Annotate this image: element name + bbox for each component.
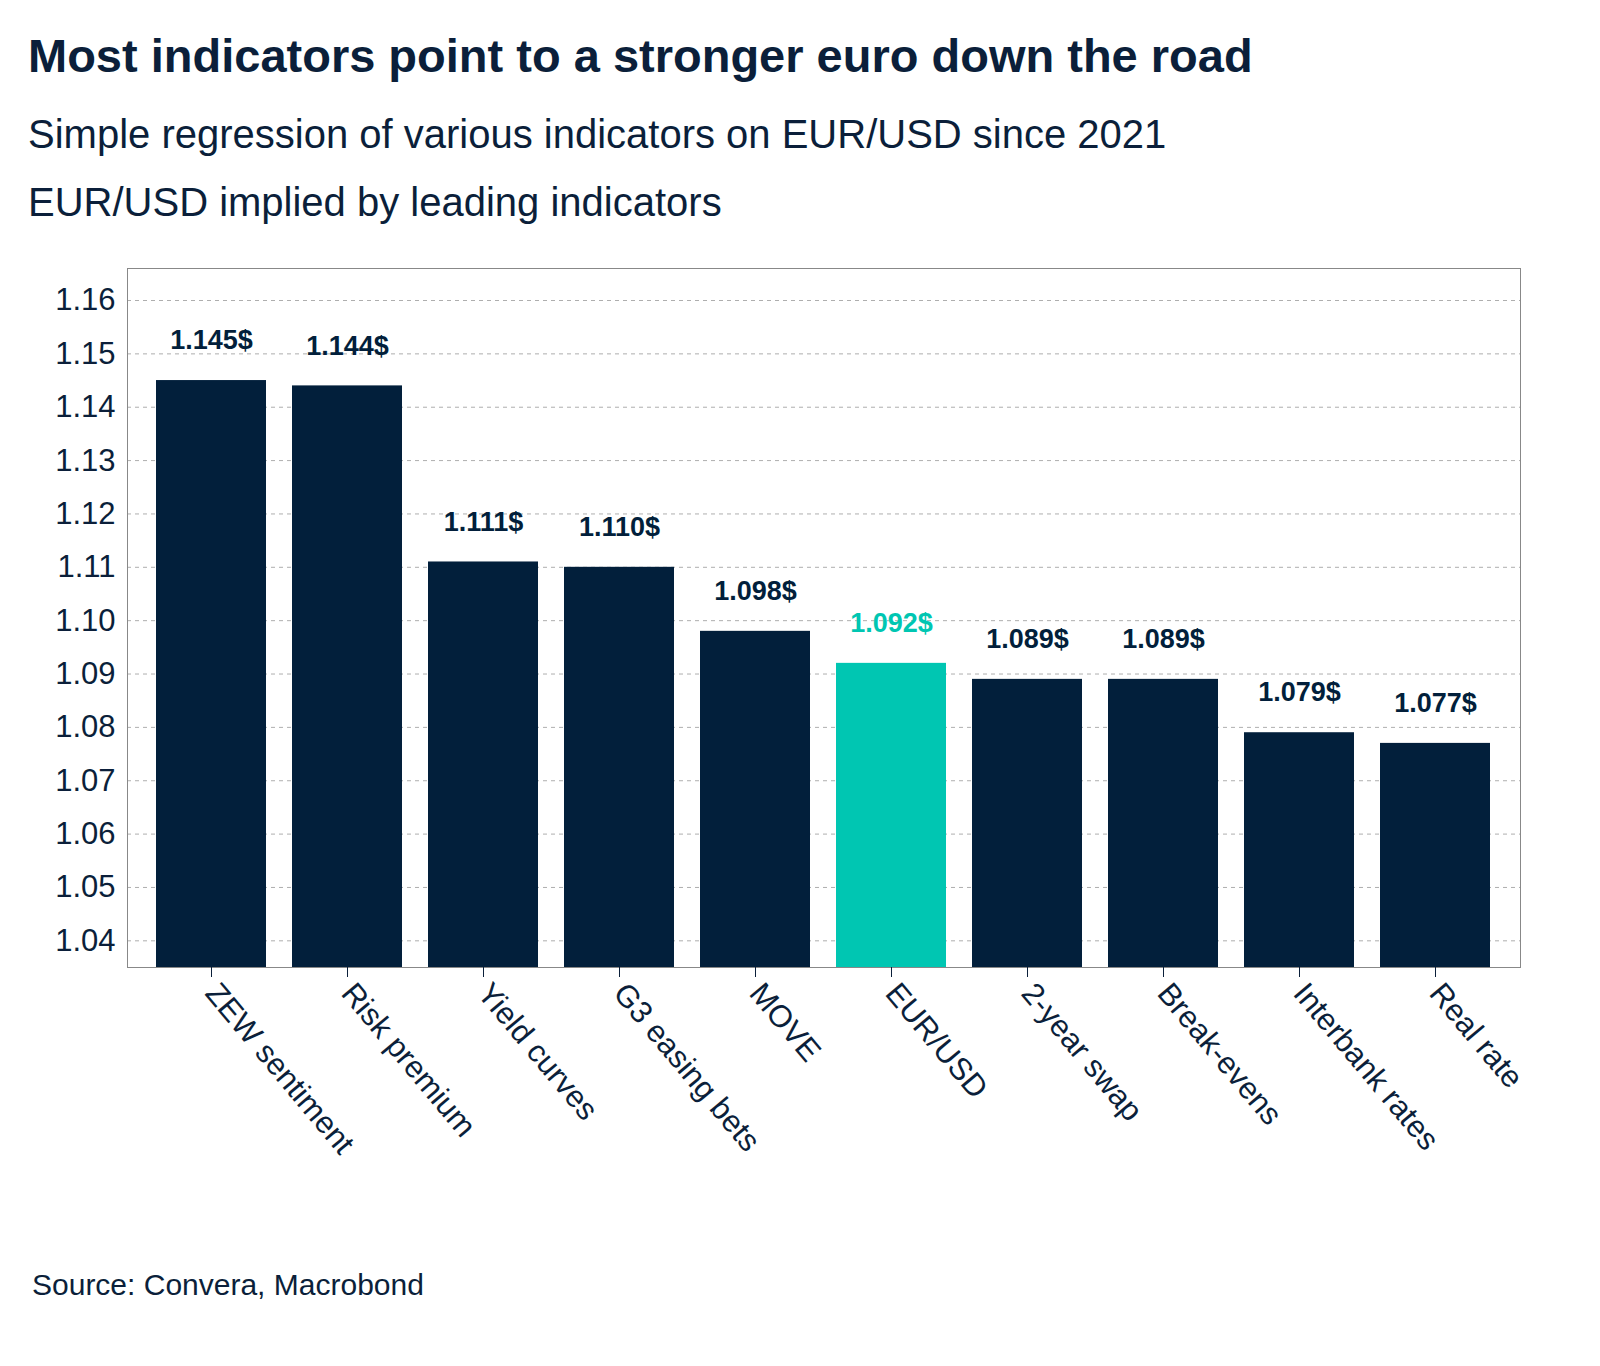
svg-text:ZEW sentiment: ZEW sentiment (199, 976, 362, 1161)
svg-text:1.14: 1.14 (55, 389, 115, 424)
svg-text:Yield curves: Yield curves (471, 976, 606, 1127)
svg-text:2-year swap: 2-year swap (1015, 976, 1150, 1128)
svg-text:1.08: 1.08 (55, 709, 115, 744)
svg-text:1.04: 1.04 (55, 923, 115, 958)
svg-text:1.10: 1.10 (55, 603, 115, 638)
svg-text:1.145$: 1.145$ (170, 325, 253, 355)
svg-text:1.111$: 1.111$ (444, 507, 524, 537)
svg-text:1.098$: 1.098$ (714, 576, 797, 606)
html-text:Simple regression of various i: Simple regression of various indicators … (28, 112, 1167, 156)
svg-text:1.07: 1.07 (55, 763, 115, 798)
html-text:Source: Convera, Macrobond: Source: Convera, Macrobond (32, 1268, 424, 1301)
svg-text:1.110$: 1.110$ (579, 512, 660, 542)
svg-text:1.089$: 1.089$ (986, 624, 1069, 654)
svg-text:1.13: 1.13 (55, 443, 115, 478)
svg-text:1.05: 1.05 (55, 869, 115, 904)
svg-text:1.09: 1.09 (55, 656, 115, 691)
svg-text:EUR/USD: EUR/USD (879, 976, 995, 1105)
svg-text:1.16: 1.16 (55, 282, 115, 317)
svg-text:1.089$: 1.089$ (1122, 624, 1205, 654)
svg-text:1.06: 1.06 (55, 816, 115, 851)
svg-text:Break-evens: Break-evens (1151, 976, 1290, 1132)
svg-text:1.15: 1.15 (55, 336, 115, 371)
svg-text:1.092$: 1.092$ (850, 608, 933, 638)
svg-text:G3 easing bets: G3 easing bets (607, 976, 768, 1158)
svg-text:Risk premium: Risk premium (335, 976, 484, 1144)
svg-text:1.079$: 1.079$ (1258, 677, 1341, 707)
svg-text:MOVE: MOVE (743, 976, 828, 1068)
html-text:Most indicators point to a str: Most indicators point to a stronger euro… (28, 29, 1253, 82)
html-text:EUR/USD implied by leading ind: EUR/USD implied by leading indicators (28, 180, 722, 224)
svg-text:1.144$: 1.144$ (306, 331, 389, 361)
svg-text:1.12: 1.12 (55, 496, 115, 531)
svg-text:Real rate: Real rate (1423, 976, 1531, 1095)
svg-text:1.077$: 1.077$ (1394, 688, 1477, 718)
svg-text:Interbank rates: Interbank rates (1287, 976, 1447, 1157)
svg-text:1.11: 1.11 (57, 549, 115, 584)
